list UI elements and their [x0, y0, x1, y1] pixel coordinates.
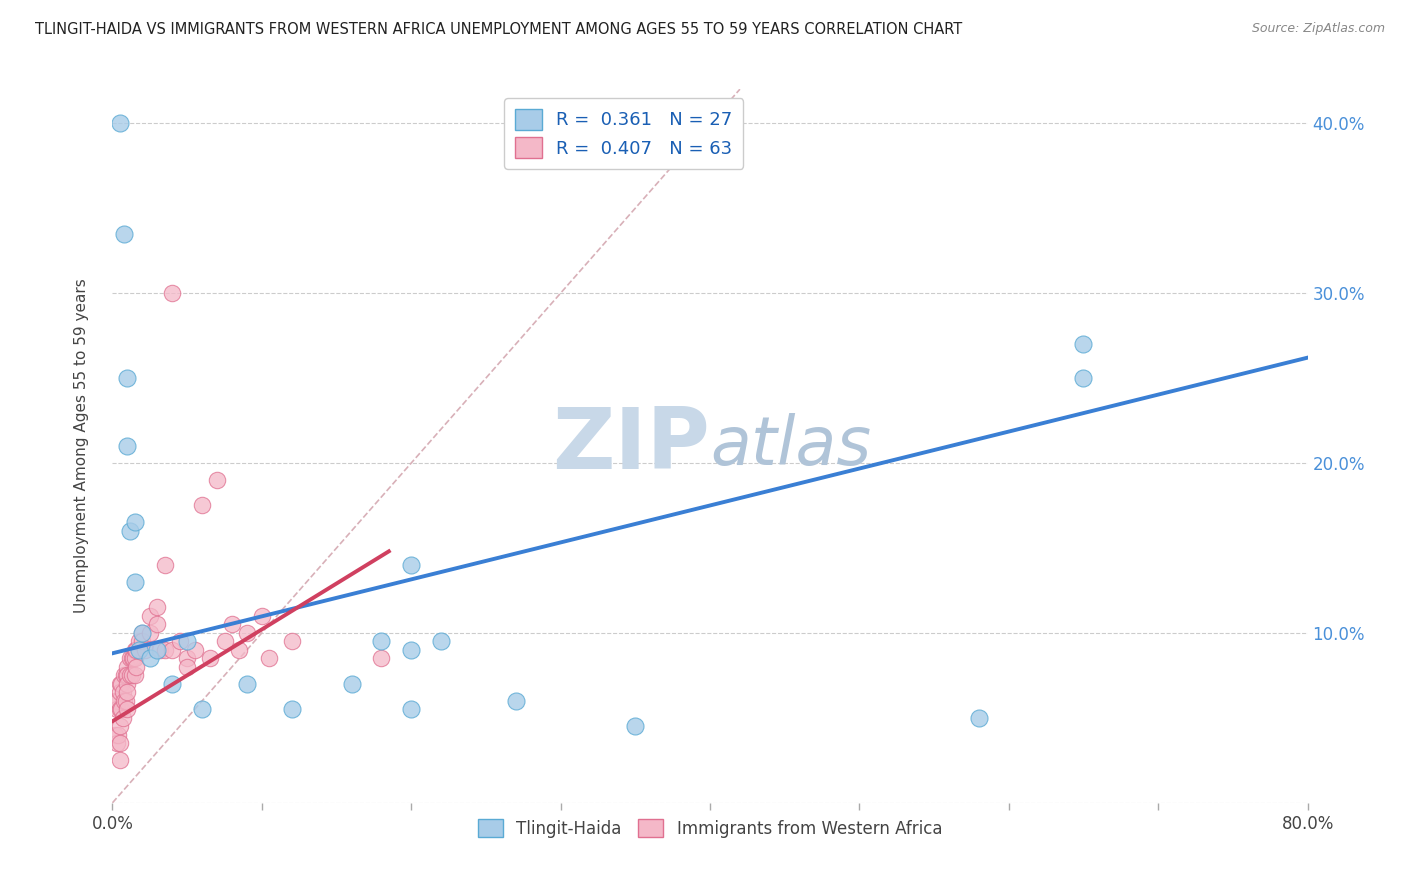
Point: [120, 524, 142, 538]
Point: [128, 634, 150, 648]
Text: Source: ZipAtlas.com: Source: ZipAtlas.com: [1251, 22, 1385, 36]
Point: [117, 685, 139, 699]
Point: [146, 617, 169, 632]
Text: ZIP: ZIP: [553, 404, 710, 488]
Point: [176, 634, 198, 648]
Text: TLINGIT-HAIDA VS IMMIGRANTS FROM WESTERN AFRICA UNEMPLOYMENT AMONG AGES 55 TO 59: TLINGIT-HAIDA VS IMMIGRANTS FROM WESTERN…: [35, 22, 962, 37]
Point: [221, 617, 243, 632]
Point: [124, 643, 146, 657]
Point: [139, 651, 162, 665]
Point: [370, 651, 392, 665]
Point: [115, 694, 138, 708]
Point: [131, 634, 153, 648]
Point: [117, 677, 139, 691]
Point: [162, 286, 183, 301]
Point: [110, 702, 132, 716]
Point: [236, 677, 259, 691]
Point: [149, 643, 172, 657]
Point: [117, 439, 139, 453]
Point: [191, 702, 214, 716]
Point: [105, 736, 128, 750]
Point: [430, 634, 453, 648]
Point: [146, 643, 169, 657]
Point: [117, 660, 139, 674]
Point: [505, 694, 527, 708]
Point: [124, 574, 146, 589]
Point: [198, 651, 221, 665]
Point: [107, 694, 129, 708]
Point: [228, 643, 250, 657]
Point: [111, 711, 134, 725]
Point: [125, 660, 148, 674]
Point: [121, 651, 143, 665]
Point: [117, 371, 139, 385]
Point: [120, 668, 142, 682]
Point: [108, 736, 131, 750]
Point: [114, 694, 135, 708]
Point: [120, 651, 142, 665]
Point: [128, 643, 150, 657]
Point: [259, 651, 281, 665]
Point: [401, 558, 423, 572]
Point: [967, 711, 990, 725]
Point: [1073, 337, 1095, 351]
Point: [108, 677, 131, 691]
Point: [146, 600, 169, 615]
Point: [107, 728, 129, 742]
Point: [108, 702, 131, 716]
Point: [104, 694, 127, 708]
Point: [131, 626, 153, 640]
Point: [250, 608, 273, 623]
Point: [131, 626, 153, 640]
Point: [401, 702, 423, 716]
Point: [124, 668, 146, 682]
Y-axis label: Unemployment Among Ages 55 to 59 years: Unemployment Among Ages 55 to 59 years: [75, 278, 89, 614]
Point: [117, 702, 139, 716]
Point: [111, 685, 134, 699]
Point: [124, 516, 146, 530]
Point: [281, 702, 304, 716]
Point: [122, 651, 145, 665]
Point: [236, 626, 259, 640]
Point: [183, 643, 205, 657]
Point: [191, 499, 214, 513]
Point: [110, 677, 132, 691]
Point: [153, 558, 176, 572]
Point: [105, 702, 128, 716]
Point: [114, 668, 135, 682]
Point: [134, 643, 156, 657]
Point: [139, 608, 162, 623]
Point: [205, 473, 228, 487]
Point: [401, 643, 423, 657]
Point: [176, 651, 198, 665]
Point: [117, 668, 139, 682]
Point: [214, 634, 236, 648]
Point: [125, 643, 148, 657]
Point: [108, 753, 131, 767]
Text: atlas: atlas: [710, 413, 872, 479]
Point: [624, 719, 647, 733]
Point: [370, 634, 392, 648]
Point: [169, 634, 191, 648]
Point: [162, 643, 183, 657]
Point: [153, 643, 176, 657]
Point: [340, 677, 363, 691]
Point: [121, 668, 143, 682]
Point: [108, 685, 131, 699]
Point: [104, 728, 127, 742]
Point: [115, 668, 138, 682]
Point: [114, 227, 135, 241]
Point: [108, 116, 131, 130]
Legend: Tlingit-Haida, Immigrants from Western Africa: Tlingit-Haida, Immigrants from Western A…: [471, 813, 949, 845]
Point: [124, 651, 146, 665]
Point: [281, 634, 304, 648]
Point: [162, 677, 183, 691]
Point: [1073, 371, 1095, 385]
Point: [176, 660, 198, 674]
Point: [108, 719, 131, 733]
Point: [139, 626, 162, 640]
